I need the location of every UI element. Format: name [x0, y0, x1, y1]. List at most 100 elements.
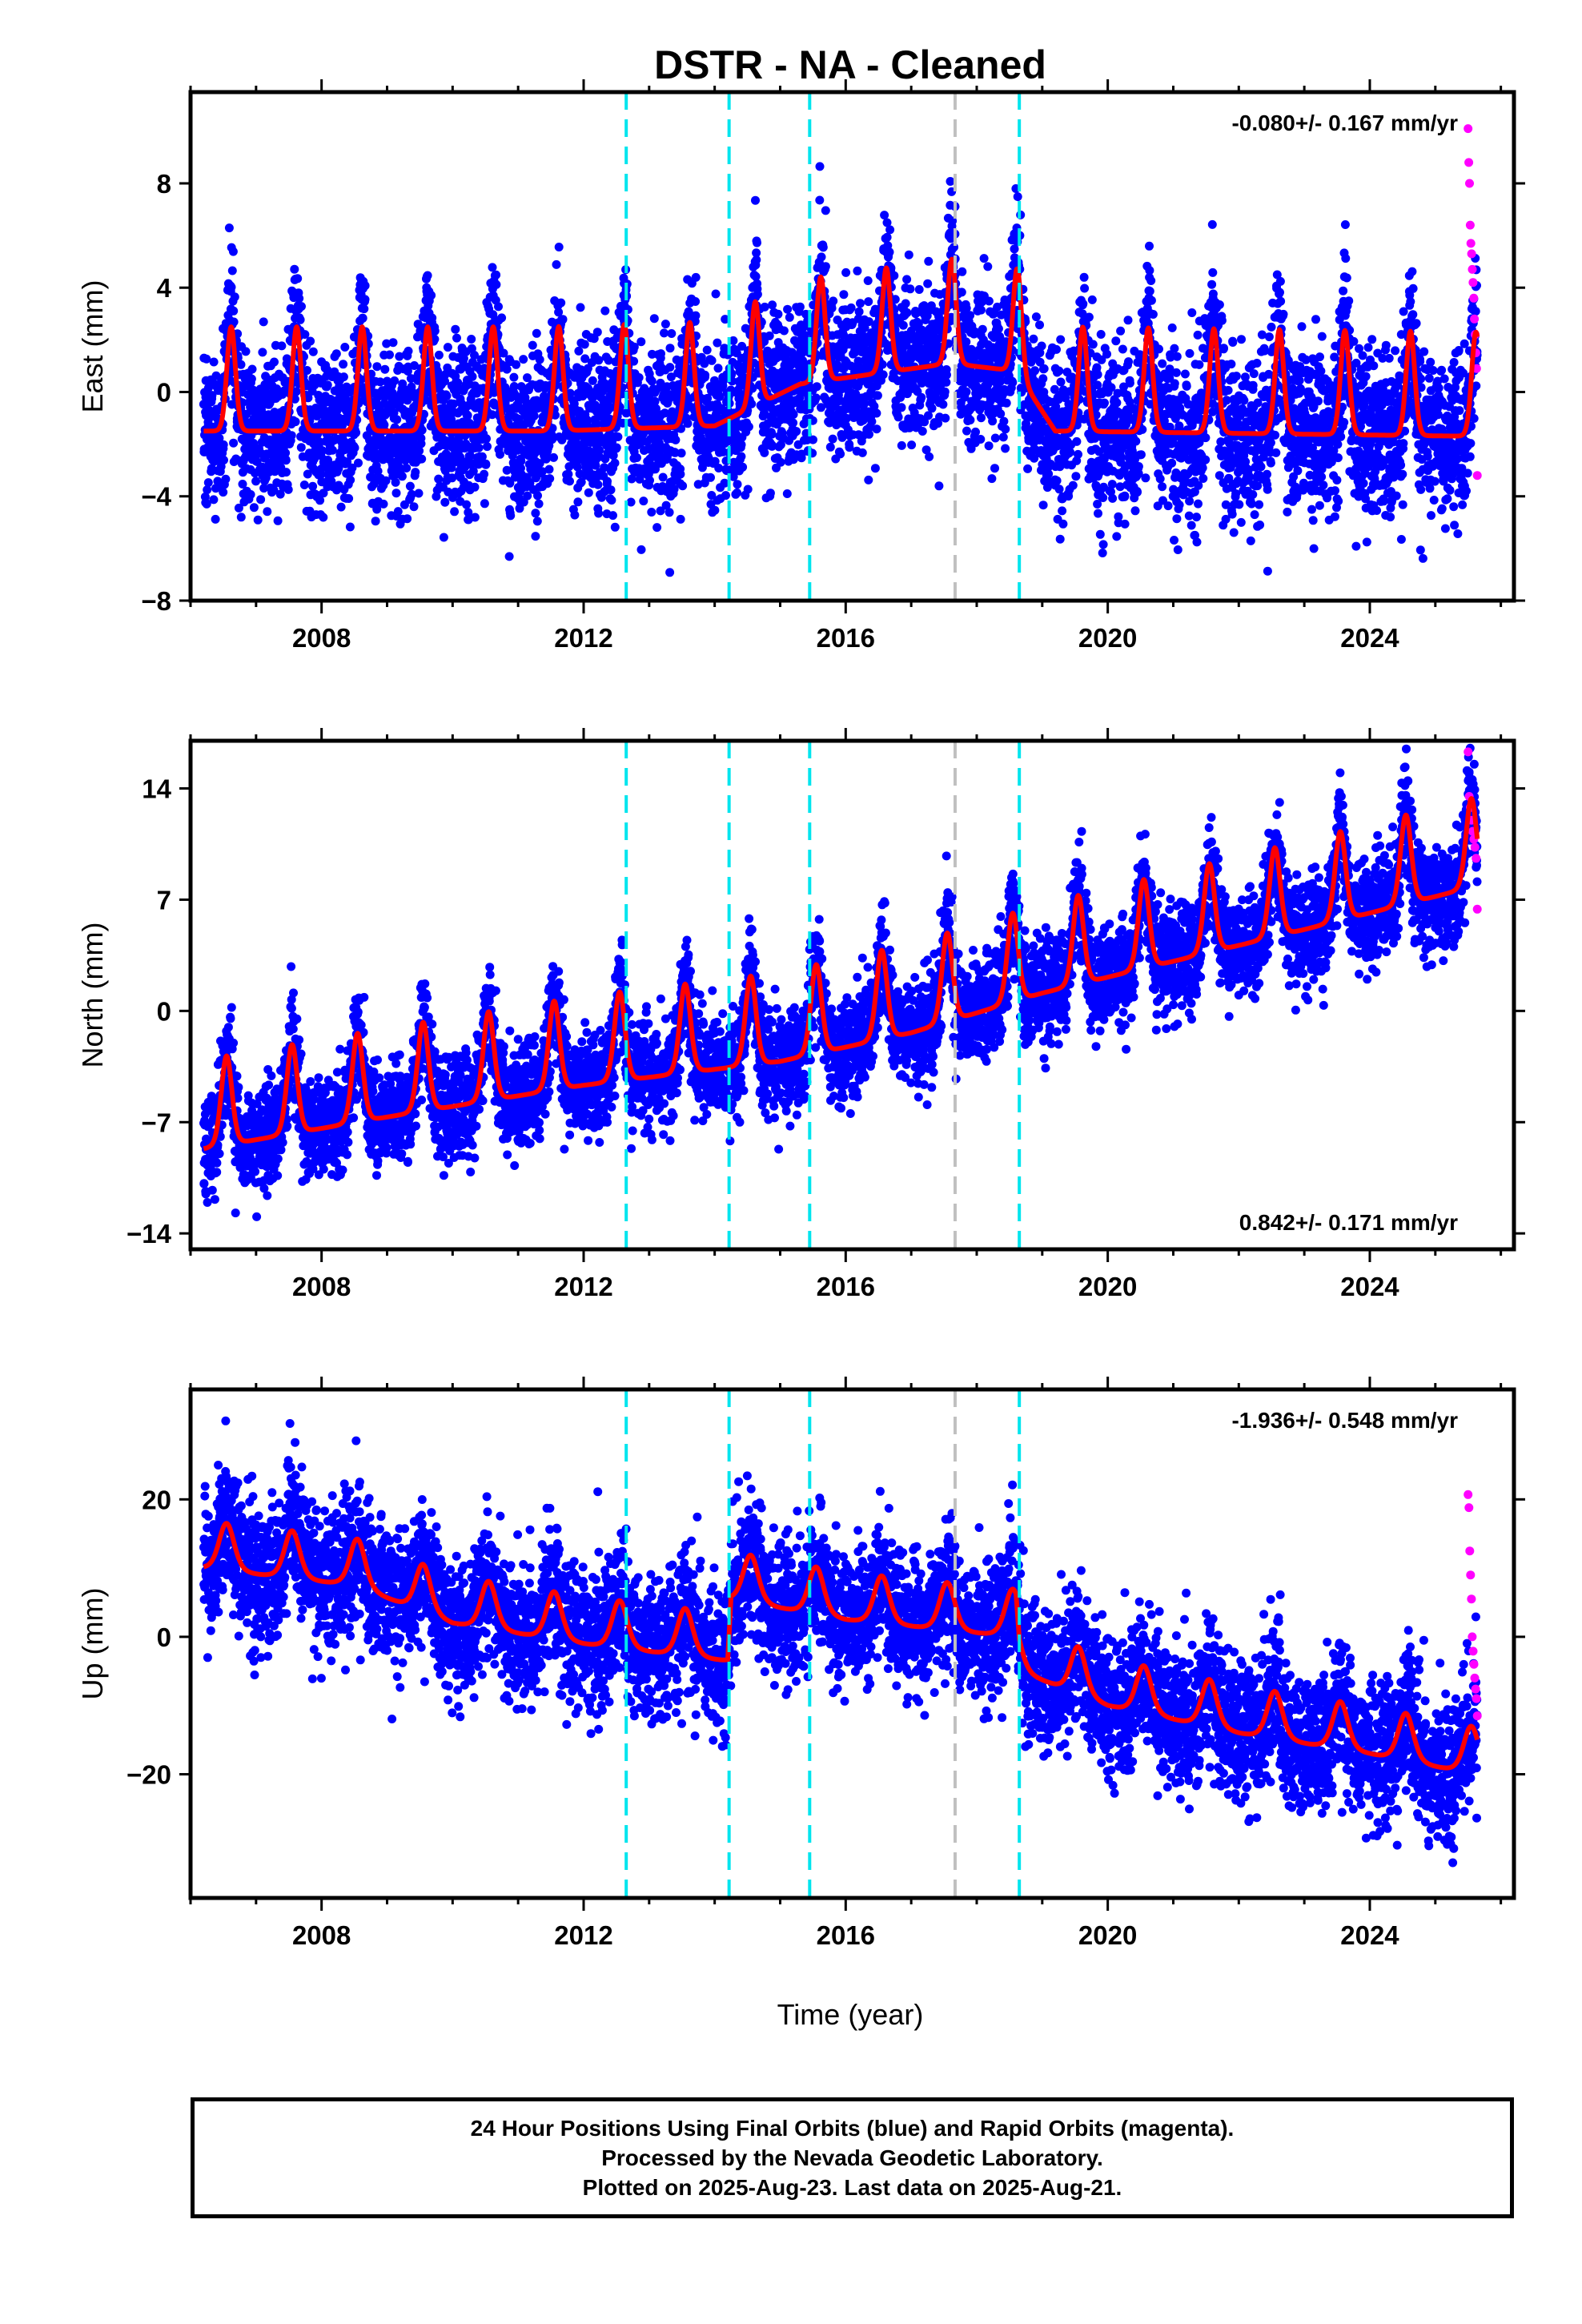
final-orbit-point: [259, 484, 269, 493]
final-orbit-point: [249, 439, 259, 448]
final-orbit-point: [391, 489, 401, 498]
final-orbit-point: [315, 496, 325, 505]
final-orbit-point: [942, 370, 951, 380]
final-orbit-point: [576, 477, 586, 487]
final-orbit-point: [608, 511, 617, 521]
final-orbit-point: [994, 324, 1003, 333]
final-orbit-point: [209, 357, 219, 367]
final-orbit-point: [836, 449, 845, 459]
final-orbit-point: [277, 341, 287, 351]
final-orbit-point: [452, 333, 461, 343]
final-orbit-point: [1052, 476, 1062, 485]
final-orbit-point: [1094, 509, 1102, 518]
final-orbit-point: [519, 355, 528, 364]
final-orbit-point: [318, 446, 327, 456]
final-orbit-point: [595, 445, 604, 455]
final-orbit-point: [1100, 398, 1109, 408]
final-orbit-point: [434, 474, 444, 484]
final-orbit-point: [1058, 506, 1067, 516]
final-orbit-point: [923, 279, 933, 288]
final-orbit-point: [978, 324, 987, 334]
final-orbit-point: [371, 517, 380, 526]
final-orbit-point: [898, 320, 908, 330]
final-orbit-point: [258, 348, 267, 357]
final-orbit-point: [854, 307, 864, 316]
final-orbit-point: [241, 347, 251, 356]
final-orbit-point: [331, 349, 341, 359]
final-orbit-point: [275, 489, 285, 499]
final-orbit-point: [710, 456, 720, 466]
final-orbit-point: [1098, 540, 1108, 549]
final-orbit-point: [449, 399, 459, 408]
final-orbit-point: [229, 438, 239, 448]
final-orbit-point: [897, 403, 906, 412]
final-orbit-point: [492, 270, 501, 279]
final-orbit-point: [532, 328, 541, 338]
final-orbit-point: [987, 474, 997, 484]
final-orbit-point: [580, 340, 589, 349]
final-orbit-point: [608, 451, 618, 460]
final-orbit-point: [236, 360, 246, 369]
final-orbit-point: [360, 295, 370, 304]
final-orbit-point: [604, 356, 613, 365]
final-orbit-point: [1112, 398, 1122, 408]
final-orbit-point: [347, 463, 357, 472]
final-orbit-point: [713, 364, 723, 373]
final-orbit-point: [660, 328, 669, 338]
final-orbit-point: [1120, 519, 1130, 529]
final-orbit-point: [227, 266, 237, 275]
final-orbit-point: [466, 451, 475, 460]
final-orbit-point: [323, 380, 332, 390]
final-orbit-point: [247, 374, 256, 384]
final-orbit-point: [440, 497, 450, 507]
final-orbit-point: [901, 299, 910, 308]
final-orbit-point: [1107, 480, 1117, 489]
final-orbit-point: [1098, 549, 1107, 557]
final-orbit-point: [773, 309, 783, 319]
final-orbit-point: [416, 439, 426, 448]
final-orbit-point: [230, 292, 239, 302]
final-orbit-point: [1058, 519, 1068, 529]
final-orbit-point: [291, 417, 300, 427]
final-orbit-point: [857, 448, 867, 457]
final-orbit-point: [351, 428, 361, 437]
final-orbit-point: [665, 568, 675, 577]
final-orbit-point: [977, 305, 986, 315]
final-orbit-point: [440, 376, 449, 386]
final-orbit-point: [523, 373, 532, 383]
final-orbit-point: [905, 284, 915, 294]
final-orbit-point: [242, 409, 251, 419]
final-orbit-point: [600, 306, 610, 316]
final-orbit-point: [488, 310, 498, 320]
final-orbit-point: [308, 347, 318, 356]
final-orbit-point: [691, 311, 701, 320]
final-orbit-point: [924, 256, 934, 266]
final-orbit-point: [990, 433, 1000, 443]
final-orbit-point: [864, 475, 873, 485]
final-orbit-point: [878, 370, 888, 380]
final-orbit-point: [492, 279, 501, 289]
final-orbit-point: [610, 522, 620, 532]
final-orbit-point: [1112, 532, 1122, 541]
final-orbit-point: [256, 495, 266, 505]
final-orbit-point: [647, 376, 656, 386]
final-orbit-point: [658, 472, 668, 482]
final-orbit-point: [792, 427, 801, 436]
final-orbit-point: [607, 496, 616, 505]
final-orbit-point: [1078, 299, 1088, 308]
final-orbit-point: [532, 517, 542, 526]
final-orbit-point: [430, 326, 440, 336]
final-orbit-point: [504, 552, 514, 561]
final-orbit-point: [721, 491, 730, 501]
final-orbit-point: [753, 290, 762, 299]
final-orbit-point: [889, 271, 899, 280]
final-orbit-point: [760, 448, 769, 457]
final-orbit-point: [224, 223, 234, 233]
final-orbit-point: [413, 320, 423, 329]
final-orbit-point: [665, 344, 675, 353]
final-orbit-point: [415, 446, 424, 456]
final-orbit-point: [812, 382, 821, 392]
final-orbit-point: [1001, 424, 1010, 434]
final-orbit-point: [281, 456, 291, 465]
